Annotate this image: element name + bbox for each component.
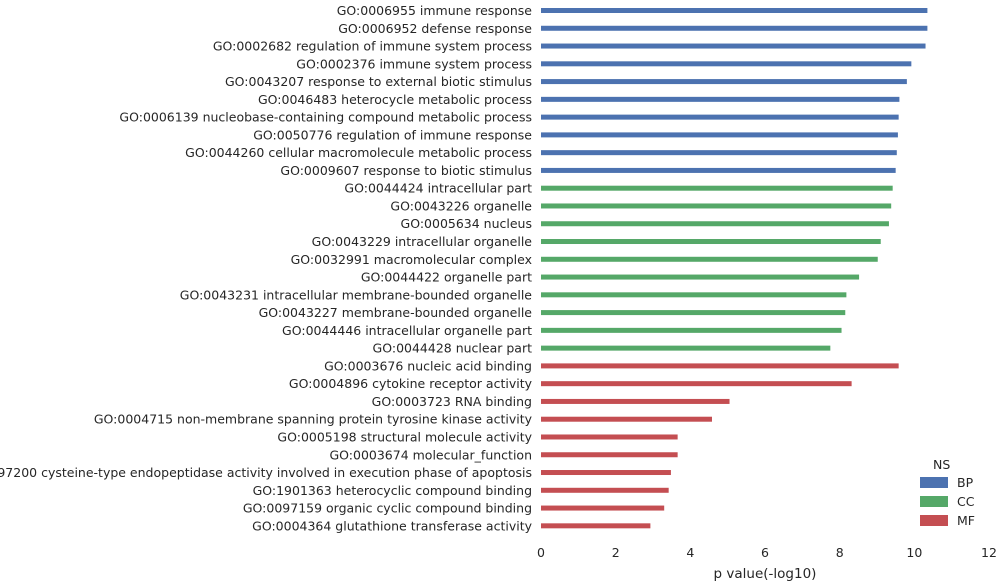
legend-title: NS — [933, 457, 950, 472]
category-label: GO:0043227 membrane-bounded organelle — [259, 305, 533, 320]
bar-bp — [541, 167, 896, 173]
legend-label-bp: BP — [957, 475, 974, 490]
bar-mf — [541, 416, 712, 422]
bar-cc — [541, 327, 842, 333]
bar-cc — [541, 292, 847, 298]
category-label: GO:0009607 response to biotic stimulus — [280, 163, 532, 178]
legend-swatch-bp — [920, 477, 948, 488]
category-label: GO:0044446 intracellular organelle part — [282, 323, 532, 338]
category-label: GO:0032991 macromolecular complex — [291, 252, 532, 267]
category-label: GO:0003676 nucleic acid binding — [324, 358, 532, 373]
bar-mf — [541, 434, 678, 440]
bar-mf — [541, 452, 678, 458]
legend-label-mf: MF — [957, 513, 975, 528]
category-label: GO:0050776 regulation of immune response — [253, 127, 532, 142]
bar-mf — [541, 523, 651, 529]
category-label: GO:0043207 response to external biotic s… — [225, 74, 532, 89]
category-label: GO:0005634 nucleus — [401, 216, 532, 231]
category-label: GO:0043229 intracellular organelle — [312, 234, 533, 249]
legend: NS BP CC MF — [920, 457, 975, 528]
category-label: GO:0005198 structural molecule activity — [277, 429, 532, 444]
bar-bp — [541, 43, 926, 49]
bar-mf — [541, 398, 730, 404]
category-label: GO:0002682 regulation of immune system p… — [213, 39, 532, 54]
category-label: GO:1901363 heterocyclic compound binding — [253, 483, 532, 498]
bar-cc — [541, 310, 846, 316]
category-label: GO:0044422 organelle part — [361, 270, 532, 285]
category-label: GO:0004715 non-membrane spanning protein… — [94, 412, 533, 427]
bar-cc — [541, 221, 889, 227]
category-label: GO:0046483 heterocycle metabolic process — [258, 92, 532, 107]
legend-swatch-cc — [920, 496, 948, 507]
x-tick-label: 0 — [537, 545, 545, 560]
category-label: GO:0043226 organelle — [390, 198, 532, 213]
category-label: GO:0006952 defense response — [338, 21, 532, 36]
legend-swatch-mf — [920, 515, 948, 526]
bar-cc — [541, 345, 831, 351]
bar-cc — [541, 239, 881, 245]
category-labels: GO:0006955 immune response GO:0006952 def… — [0, 3, 533, 533]
bars-group — [541, 8, 928, 529]
x-tick-labels: 0 2 4 6 8 10 12 — [537, 545, 997, 560]
bar-bp — [541, 114, 899, 120]
bar-mf — [541, 363, 899, 369]
x-tick-label: 8 — [836, 545, 844, 560]
bar-mf — [541, 470, 671, 476]
x-axis-label: p value(-log10) — [714, 566, 817, 582]
category-label: GO:0004896 cytokine receptor activity — [289, 376, 533, 391]
bar-bp — [541, 132, 898, 138]
category-label: GO:0003674 molecular_function — [329, 447, 532, 462]
category-label: GO:0097159 organic cyclic compound bindi… — [243, 501, 532, 516]
category-label: GO:0097200 cysteine-type endopeptidase a… — [0, 465, 532, 480]
category-label: GO:0044260 cellular macromolecule metabo… — [185, 145, 532, 160]
x-tick-label: 10 — [906, 545, 922, 560]
bar-mf — [541, 381, 852, 387]
category-label: GO:0006139 nucleobase-containing compoun… — [119, 110, 532, 125]
legend-label-cc: CC — [957, 494, 975, 509]
bar-bp — [541, 8, 928, 13]
bar-cc — [541, 256, 878, 262]
bar-mf — [541, 487, 669, 493]
bar-bp — [541, 96, 900, 102]
x-tick-label: 12 — [981, 545, 997, 560]
category-label: GO:0006955 immune response — [337, 3, 533, 18]
x-tick-label: 4 — [686, 545, 694, 560]
bar-cc — [541, 203, 892, 209]
x-tick-label: 2 — [612, 545, 620, 560]
bar-cc — [541, 274, 860, 280]
bar-bp — [541, 61, 912, 67]
category-label: GO:0043231 intracellular membrane-bounde… — [180, 287, 533, 302]
x-tick-label: 6 — [761, 545, 769, 560]
category-label: GO:0044428 nuclear part — [373, 341, 533, 356]
category-label: GO:0003723 RNA binding — [372, 394, 532, 409]
bar-bp — [541, 25, 928, 31]
bar-bp — [541, 79, 907, 85]
bar-mf — [541, 505, 665, 511]
category-label: GO:0044424 intracellular part — [344, 181, 532, 196]
bar-cc — [541, 185, 893, 191]
bar-bp — [541, 150, 897, 156]
category-label: GO:0002376 immune system process — [296, 56, 532, 71]
category-label: GO:0004364 glutathione transferase activ… — [252, 518, 532, 533]
